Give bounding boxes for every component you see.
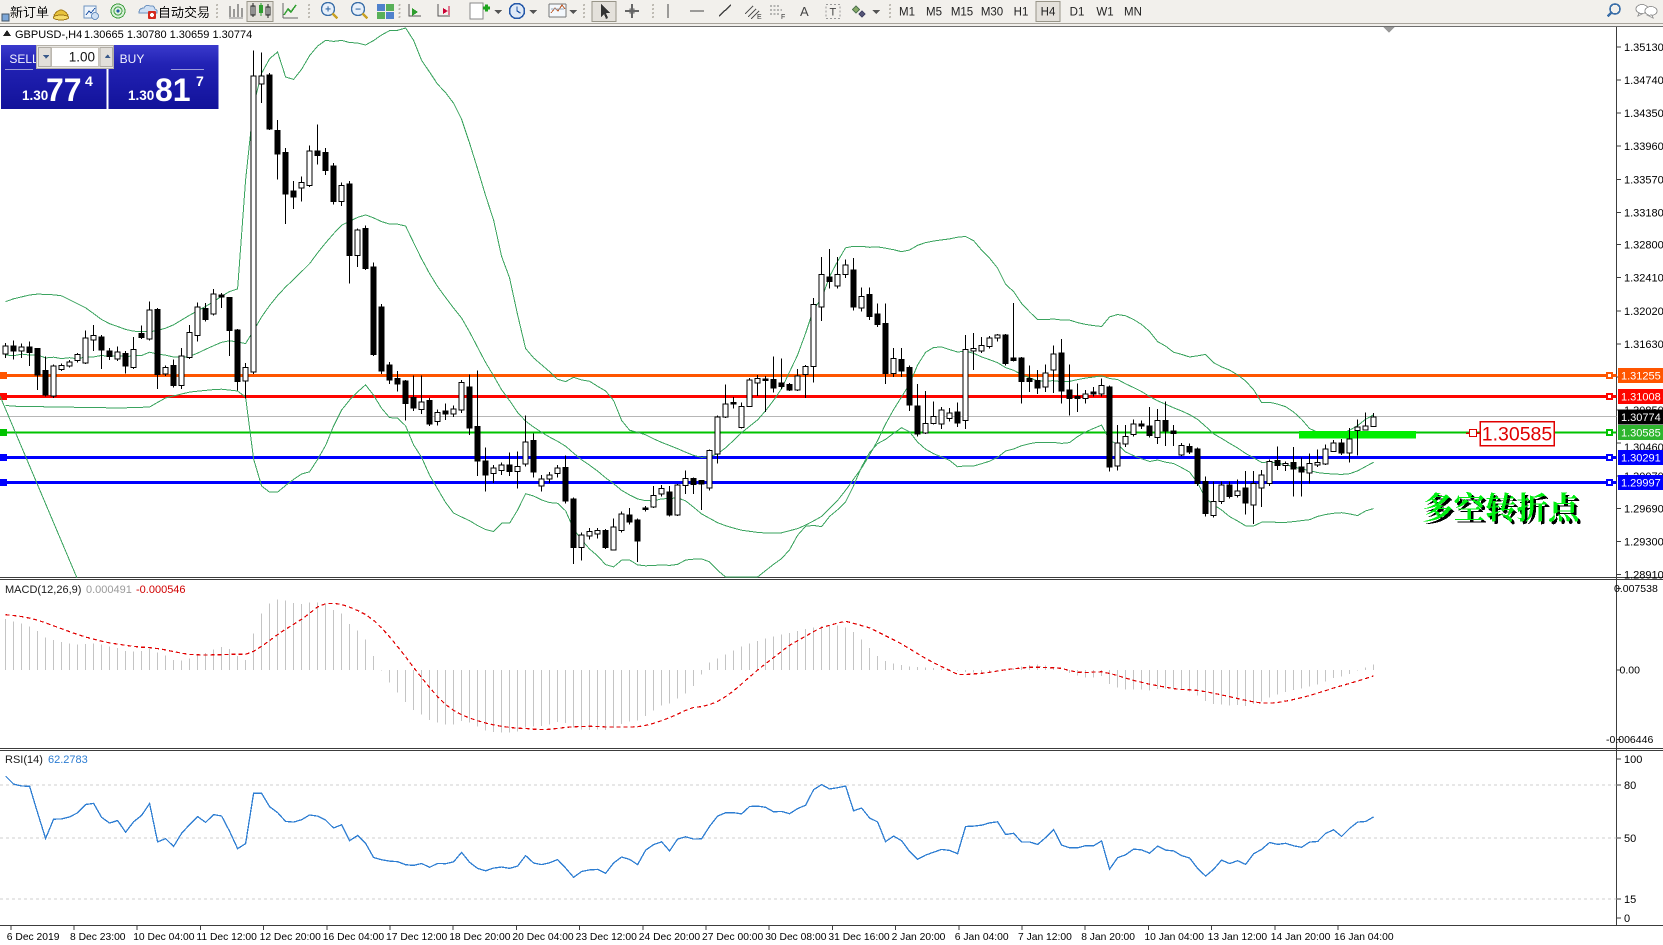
- svg-text:7 Jan 12:00: 7 Jan 12:00: [1018, 932, 1072, 943]
- svg-text:24 Dec 20:00: 24 Dec 20:00: [639, 932, 701, 943]
- svg-text:1.30: 1.30: [22, 88, 48, 103]
- svg-text:0.000491: 0.000491: [86, 584, 132, 596]
- svg-text:1.00: 1.00: [69, 50, 95, 65]
- svg-text:0.00: 0.00: [1620, 665, 1641, 677]
- svg-text:8 Jan 20:00: 8 Jan 20:00: [1081, 932, 1135, 943]
- svg-text:81: 81: [155, 72, 191, 108]
- svg-text:1.30665 1.30780 1.30659 1.3077: 1.30665 1.30780 1.30659 1.30774: [84, 29, 252, 41]
- svg-text:1.31630: 1.31630: [1624, 339, 1663, 351]
- svg-text:10 Jan 04:00: 10 Jan 04:00: [1144, 932, 1204, 943]
- svg-text:14 Jan 20:00: 14 Jan 20:00: [1271, 932, 1331, 943]
- svg-text:H4: H4: [1041, 7, 1056, 19]
- svg-text:D1: D1: [1070, 7, 1085, 19]
- svg-text:10 Dec 04:00: 10 Dec 04:00: [133, 932, 195, 943]
- svg-text:+: +: [325, 5, 331, 16]
- svg-text:4: 4: [85, 73, 93, 89]
- svg-text:GBPUSD-,H4: GBPUSD-,H4: [15, 29, 82, 41]
- svg-text:1.30: 1.30: [128, 88, 154, 103]
- svg-text:15: 15: [1624, 894, 1636, 906]
- svg-text:1.29690: 1.29690: [1624, 503, 1663, 515]
- svg-text:1.30585: 1.30585: [1482, 424, 1553, 446]
- svg-text:12 Dec 20:00: 12 Dec 20:00: [260, 932, 322, 943]
- svg-text:F: F: [781, 14, 785, 21]
- svg-text:-0.006446: -0.006446: [1606, 734, 1653, 746]
- svg-text:17 Dec 12:00: 17 Dec 12:00: [386, 932, 448, 943]
- svg-text:M15: M15: [951, 7, 973, 19]
- svg-text:1.32020: 1.32020: [1624, 306, 1663, 318]
- svg-text:23 Dec 12:00: 23 Dec 12:00: [576, 932, 638, 943]
- svg-text:M30: M30: [981, 7, 1003, 19]
- svg-text:1.34350: 1.34350: [1624, 108, 1663, 120]
- svg-text:8 Dec 23:00: 8 Dec 23:00: [70, 932, 126, 943]
- svg-text:W1: W1: [1096, 7, 1113, 19]
- svg-text:SELL: SELL: [9, 52, 39, 66]
- svg-text:16 Jan 04:00: 16 Jan 04:00: [1334, 932, 1394, 943]
- svg-text:1.29300: 1.29300: [1624, 537, 1663, 549]
- svg-text:7: 7: [196, 73, 204, 89]
- svg-text:1.33180: 1.33180: [1624, 207, 1663, 219]
- svg-text:M5: M5: [926, 7, 942, 19]
- svg-text:1.33570: 1.33570: [1624, 174, 1663, 186]
- svg-text:H1: H1: [1014, 7, 1029, 19]
- svg-text:1.29997: 1.29997: [1621, 477, 1661, 489]
- svg-text:80: 80: [1624, 780, 1636, 792]
- svg-text:1.32410: 1.32410: [1624, 273, 1663, 285]
- svg-text:1.31255: 1.31255: [1621, 371, 1661, 383]
- svg-text:1.32800: 1.32800: [1624, 240, 1663, 252]
- svg-text:1.33960: 1.33960: [1624, 141, 1663, 153]
- svg-text:0: 0: [1624, 913, 1630, 925]
- svg-text:−: −: [355, 5, 361, 16]
- svg-text:100: 100: [1624, 754, 1642, 766]
- svg-text:1.30291: 1.30291: [1621, 452, 1661, 464]
- svg-text:E: E: [757, 14, 762, 21]
- svg-text:6 Jan 04:00: 6 Jan 04:00: [955, 932, 1009, 943]
- svg-text:-0.000546: -0.000546: [136, 584, 186, 596]
- svg-text:27 Dec 00:00: 27 Dec 00:00: [702, 932, 764, 943]
- svg-text:1.30585: 1.30585: [1621, 428, 1661, 440]
- svg-text:50: 50: [1624, 833, 1636, 845]
- svg-text:16 Dec 04:00: 16 Dec 04:00: [323, 932, 385, 943]
- svg-text:30 Dec 08:00: 30 Dec 08:00: [765, 932, 827, 943]
- svg-text:13 Jan 12:00: 13 Jan 12:00: [1208, 932, 1268, 943]
- svg-text:6 Dec 2019: 6 Dec 2019: [7, 932, 60, 943]
- svg-text:MACD(12,26,9): MACD(12,26,9): [5, 584, 81, 596]
- svg-text:M1: M1: [899, 7, 915, 19]
- svg-text:20 Dec 04:00: 20 Dec 04:00: [512, 932, 574, 943]
- svg-text:77: 77: [46, 72, 82, 108]
- svg-text:18 Dec 20:00: 18 Dec 20:00: [449, 932, 511, 943]
- svg-text:1.34740: 1.34740: [1624, 75, 1663, 87]
- svg-text:RSI(14): RSI(14): [5, 754, 43, 766]
- svg-text:62.2783: 62.2783: [48, 754, 88, 766]
- svg-text:1.31008: 1.31008: [1621, 392, 1661, 404]
- svg-text:MN: MN: [1124, 7, 1142, 19]
- svg-text:31 Dec 16:00: 31 Dec 16:00: [828, 932, 890, 943]
- svg-text:1.35130: 1.35130: [1624, 42, 1663, 54]
- svg-text:BUY: BUY: [120, 52, 145, 66]
- svg-text:11 Dec 12:00: 11 Dec 12:00: [196, 932, 257, 943]
- svg-text:1.30774: 1.30774: [1621, 412, 1661, 424]
- svg-text:2 Jan 20:00: 2 Jan 20:00: [892, 932, 946, 943]
- svg-text:0.007538: 0.007538: [1614, 583, 1658, 595]
- svg-text:T: T: [830, 7, 837, 19]
- svg-text:A: A: [800, 4, 809, 19]
- svg-text:1.28910: 1.28910: [1624, 570, 1663, 582]
